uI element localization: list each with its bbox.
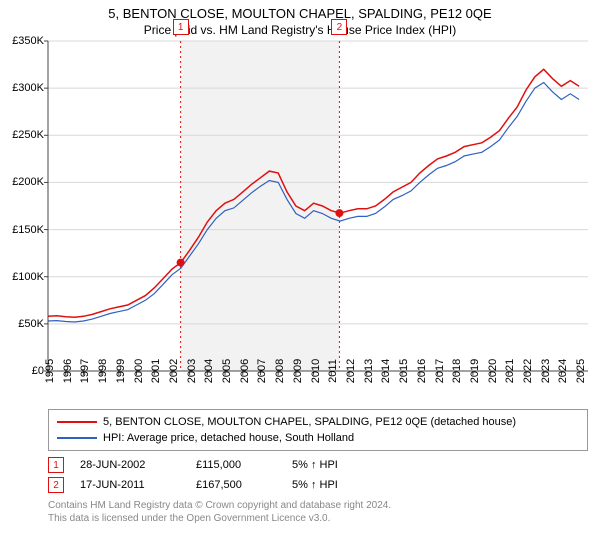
x-tick-label: 2019 [465,359,481,383]
sale-delta: 5% ↑ HPI [292,459,412,471]
sale-marker-box: 1 [173,19,189,35]
sale-price: £167,500 [196,479,276,491]
sale-marker-box: 2 [48,477,64,493]
x-tick-label: 2023 [536,359,552,383]
sale-date: 28-JUN-2002 [80,459,180,471]
x-tick-label: 2005 [217,359,233,383]
sales-row: 1 28-JUN-2002 £115,000 5% ↑ HPI [48,455,588,475]
x-tick-label: 2010 [306,359,322,383]
x-tick-label: 2021 [500,359,516,383]
y-tick-label: £150K [12,224,48,236]
x-tick-label: 2014 [376,359,392,383]
footer-line-2: This data is licensed under the Open Gov… [48,512,588,525]
x-tick-label: 2016 [412,359,428,383]
x-tick-label: 2017 [430,359,446,383]
sales-row: 2 17-JUN-2011 £167,500 5% ↑ HPI [48,475,588,495]
x-tick-label: 1996 [58,359,74,383]
chart-container: 5, BENTON CLOSE, MOULTON CHAPEL, SPALDIN… [0,0,600,560]
x-tick-label: 2007 [252,359,268,383]
x-tick-label: 2012 [341,359,357,383]
x-tick-label: 2025 [571,359,587,383]
x-tick-label: 2006 [235,359,251,383]
x-tick-label: 2000 [129,359,145,383]
x-tick-label: 2020 [483,359,499,383]
y-tick-label: £350K [12,35,48,47]
x-tick-label: 2001 [146,359,162,383]
legend-swatch [57,437,97,439]
x-tick-label: 1999 [111,359,127,383]
x-tick-label: 2008 [270,359,286,383]
x-tick-label: 2024 [553,359,569,383]
legend-label: 5, BENTON CLOSE, MOULTON CHAPEL, SPALDIN… [103,416,516,428]
footer-line-1: Contains HM Land Registry data © Crown c… [48,499,588,512]
chart-subtitle: Price paid vs. HM Land Registry's House … [0,21,600,41]
legend-row: HPI: Average price, detached house, Sout… [57,430,579,446]
y-tick-label: £250K [12,129,48,141]
chart-svg [48,41,588,371]
sale-dot [177,259,185,267]
x-tick-label: 1997 [75,359,91,383]
sale-price: £115,000 [196,459,276,471]
x-tick-label: 2013 [359,359,375,383]
y-tick-label: £200K [12,176,48,188]
x-tick-label: 2018 [447,359,463,383]
x-tick-label: 2004 [199,359,215,383]
sale-date: 17-JUN-2011 [80,479,180,491]
y-tick-label: £100K [12,271,48,283]
sale-marker-box: 1 [48,457,64,473]
x-tick-label: 2015 [394,359,410,383]
x-tick-label: 1995 [40,359,56,383]
x-tick-label: 2011 [323,359,339,383]
legend-box: 5, BENTON CLOSE, MOULTON CHAPEL, SPALDIN… [48,409,588,451]
legend-label: HPI: Average price, detached house, Sout… [103,432,354,444]
footer-attribution: Contains HM Land Registry data © Crown c… [48,499,588,525]
y-tick-label: £50K [18,318,48,330]
x-tick-label: 2003 [182,359,198,383]
sales-table: 1 28-JUN-2002 £115,000 5% ↑ HPI 2 17-JUN-2011… [48,455,588,495]
sale-delta: 5% ↑ HPI [292,479,412,491]
sale-dot [335,209,343,217]
x-tick-label: 2022 [518,359,534,383]
legend-swatch [57,421,97,423]
chart-plot-area: £0£50K£100K£150K£200K£250K£300K£350K1995… [48,41,588,371]
sale-marker-box: 2 [331,19,347,35]
x-tick-label: 2009 [288,359,304,383]
chart-title: 5, BENTON CLOSE, MOULTON CHAPEL, SPALDIN… [0,0,600,21]
legend-row: 5, BENTON CLOSE, MOULTON CHAPEL, SPALDIN… [57,414,579,430]
y-tick-label: £300K [12,82,48,94]
x-tick-label: 2002 [164,359,180,383]
x-tick-label: 1998 [93,359,109,383]
